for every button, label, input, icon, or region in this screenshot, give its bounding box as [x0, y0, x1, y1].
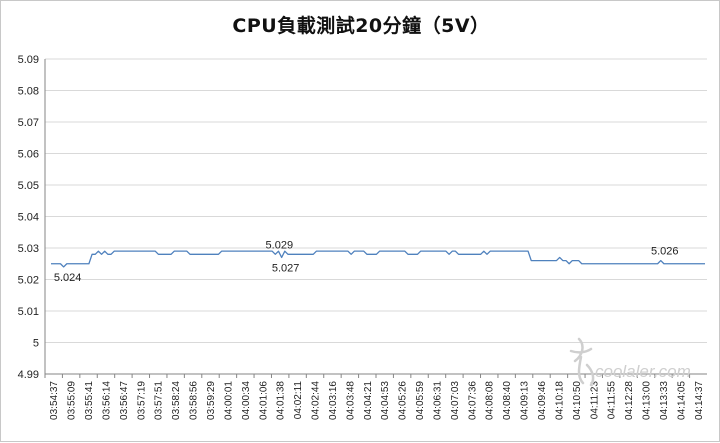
x-tick-label: 04:03:16 — [328, 381, 339, 420]
y-axis-tick-labels: 4.99 5 5.01 5.02 5.03 5.04 5.05 5.06 5.07 5.08 5.0… — [18, 54, 39, 381]
x-tick-label: 03:57:19 — [136, 381, 147, 420]
watermark-brush-mark — [569, 337, 595, 387]
data-label: 5.024 — [54, 272, 82, 284]
y-tick-label: 5.08 — [18, 86, 39, 98]
x-tick-label: 04:09:13 — [520, 381, 531, 420]
x-tick-label: 04:09:46 — [537, 381, 548, 420]
x-tick-label: 03:55:41 — [84, 381, 95, 420]
x-tick-label: 03:58:56 — [189, 381, 200, 420]
watermark-text: coolaler.com — [595, 362, 691, 381]
x-tick-label: 04:14:37 — [694, 381, 705, 420]
x-tick-label: 03:59:29 — [206, 381, 217, 420]
x-tick-label: 04:04:21 — [363, 381, 374, 420]
x-tick-label: 04:13:00 — [642, 381, 653, 420]
x-tick-label: 03:56:47 — [119, 381, 130, 420]
x-tick-label: 04:05:59 — [415, 381, 426, 420]
annotation-layer: 5.024 5.029 5.027 5.026 — [54, 239, 679, 284]
y-tick-label: 5.02 — [18, 275, 39, 287]
x-tick-label: 04:14:05 — [676, 381, 687, 420]
y-tick-label: 5.01 — [18, 306, 39, 318]
x-tick-label: 04:12:28 — [624, 381, 635, 420]
series-line — [51, 250, 705, 268]
x-tick-label: 04:08:40 — [502, 381, 513, 420]
x-tick-label: 04:07:36 — [467, 381, 478, 420]
y-tick-label: 5.09 — [18, 54, 39, 66]
data-label: 5.026 — [651, 246, 679, 258]
y-tick-label: 5.04 — [18, 212, 39, 224]
gridlines — [45, 58, 707, 343]
x-tick-label: 04:10:18 — [554, 381, 565, 420]
x-tick-label: 04:01:06 — [258, 381, 269, 420]
x-tick-label: 04:02:11 — [293, 381, 304, 420]
x-tick-label: 04:02:44 — [311, 381, 322, 420]
y-tick-label: 5.07 — [18, 117, 39, 129]
x-tick-label: 04:07:03 — [450, 381, 461, 420]
x-tick-label: 04:10:50 — [572, 381, 583, 420]
x-tick-label: 03:54:37 — [49, 381, 60, 420]
x-tick-label: 04:05:26 — [398, 381, 409, 420]
x-tick-label: 04:00:34 — [241, 381, 252, 420]
y-tick-label: 5 — [33, 338, 39, 350]
x-tick-label: 03:56:14 — [101, 381, 112, 420]
data-label: 5.029 — [266, 239, 294, 251]
x-tick-label: 04:03:48 — [345, 381, 356, 420]
y-tick-label: 5.03 — [18, 243, 39, 255]
x-tick-label: 03:55:09 — [67, 381, 78, 420]
x-tick-label: 03:58:24 — [171, 381, 182, 420]
x-axis-tick-labels: 03:54:37 03:55:09 03:55:41 03:56:14 03:56:47… — [44, 374, 705, 420]
x-tick-label: 04:13:33 — [659, 381, 670, 420]
watermark-logo: coolaler.com — [569, 337, 691, 387]
y-tick-label: 5.05 — [18, 180, 39, 192]
x-tick-label: 04:01:38 — [276, 381, 287, 420]
x-tick-label: 04:04:53 — [380, 381, 391, 420]
y-tick-label: 4.99 — [18, 369, 39, 381]
x-tick-label: 04:00:01 — [223, 381, 234, 420]
x-tick-label: 03:57:51 — [154, 381, 165, 420]
x-tick-label: 04:06:31 — [432, 381, 443, 420]
y-tick-label: 5.06 — [18, 149, 39, 161]
series-layer — [51, 250, 705, 268]
x-tick-label: 04:08:08 — [485, 381, 496, 420]
x-tick-label: 04:11:23 — [589, 381, 600, 420]
chart-title: CPU負載測試20分鐘（5V） — [232, 15, 490, 37]
data-label: 5.027 — [272, 262, 300, 274]
x-tick-label: 04:11:55 — [607, 381, 618, 420]
